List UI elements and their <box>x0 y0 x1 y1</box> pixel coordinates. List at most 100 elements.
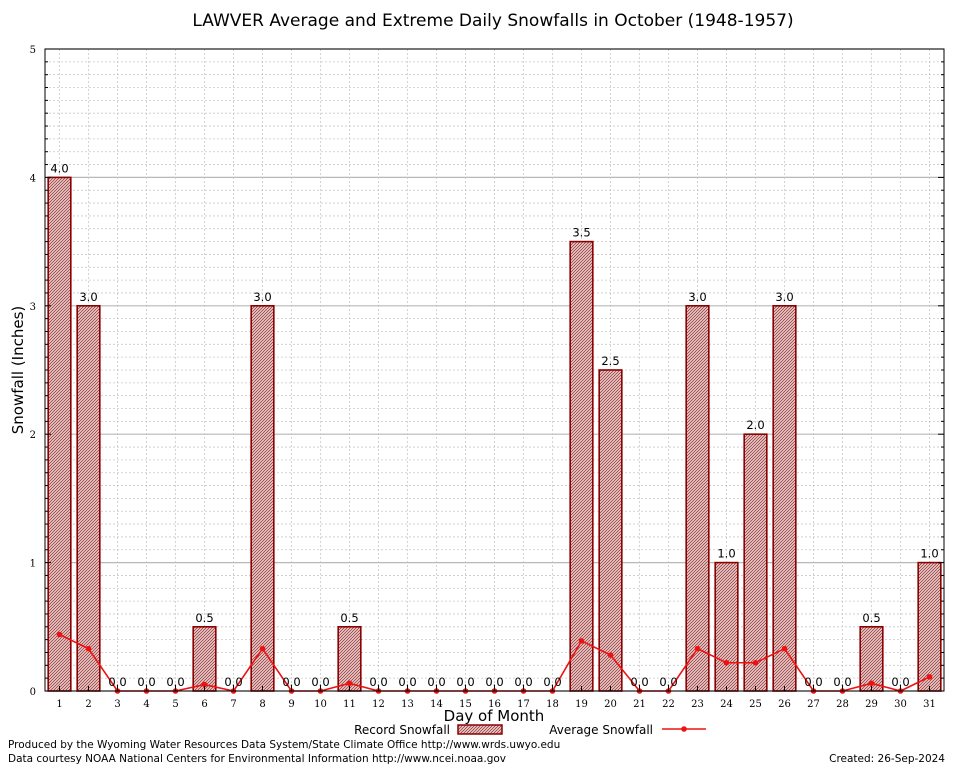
y-tick-label: 5 <box>30 45 36 56</box>
record-value-label: 3.0 <box>688 290 706 304</box>
x-tick-label: 30 <box>894 699 907 710</box>
x-tick-label: 25 <box>749 699 762 710</box>
y-axis: 0 1 2 3 4 5 <box>30 45 944 698</box>
average-point <box>752 659 759 666</box>
record-value-label: 0.0 <box>311 675 329 689</box>
average-point <box>346 680 353 687</box>
record-value-label: 0.0 <box>166 675 184 689</box>
average-point <box>56 631 63 638</box>
record-value-label: 0.0 <box>891 675 909 689</box>
y-tick-label: 0 <box>30 687 36 698</box>
x-axis-title: Day of Month <box>444 707 545 725</box>
record-value-label: 0.0 <box>514 675 532 689</box>
record-bar <box>47 176 72 692</box>
legend: Record Snowfall Average Snowfall <box>354 723 706 737</box>
y-tick-label: 3 <box>30 302 36 313</box>
x-tick-label: 2 <box>85 699 91 710</box>
y-axis-title: Snowfall (Inches) <box>9 306 27 434</box>
x-tick-label: 28 <box>836 699 849 710</box>
x-tick-label: 19 <box>575 699 588 710</box>
record-value-label: 0.5 <box>195 611 213 625</box>
average-point <box>694 645 701 652</box>
x-tick-label: 12 <box>372 699 385 710</box>
x-tick-label: 7 <box>230 699 236 710</box>
x-tick-label: 27 <box>807 699 820 710</box>
average-point <box>85 645 92 652</box>
bars <box>47 176 942 692</box>
average-point <box>781 645 788 652</box>
y-tick-label: 4 <box>30 173 36 184</box>
record-bar <box>76 304 101 692</box>
y-tick-label: 2 <box>30 430 36 441</box>
record-value-label: 0.0 <box>224 675 242 689</box>
x-tick-label: 9 <box>288 699 294 710</box>
x-tick-label: 13 <box>401 699 414 710</box>
average-point <box>259 645 266 652</box>
record-value-label: 3.0 <box>79 290 97 304</box>
legend-average-label: Average Snowfall <box>549 723 653 737</box>
x-tick-label: 23 <box>691 699 704 710</box>
chart-title: LAWVER Average and Extreme Daily Snowfal… <box>192 11 793 31</box>
legend-average-marker <box>681 726 687 732</box>
x-tick-label: 16 <box>488 699 501 710</box>
record-value-label: 0.0 <box>833 675 851 689</box>
x-tick-label: 22 <box>662 699 675 710</box>
data-labels: 4.0 3.0 0.0 0.0 0.0 0.5 0.0 3.0 0.0 0.0 0.5 0.0 0.0 0… <box>50 161 938 689</box>
record-value-label: 4.0 <box>50 161 68 175</box>
record-value-label: 0.0 <box>456 675 474 689</box>
created-date: Created: 26-Sep-2024 <box>829 753 945 765</box>
record-value-label: 0.5 <box>862 611 880 625</box>
record-value-label: 0.0 <box>369 675 387 689</box>
x-tick-label: 8 <box>259 699 265 710</box>
record-value-label: 0.0 <box>137 675 155 689</box>
x-tick-label: 21 <box>633 699 646 710</box>
record-bar <box>685 304 710 692</box>
record-value-label: 0.0 <box>659 675 677 689</box>
x-tick-label: 17 <box>517 699 530 710</box>
x-tick-label: 20 <box>604 699 617 710</box>
average-point <box>607 652 614 658</box>
average-point <box>868 680 875 687</box>
y-tick-label: 1 <box>30 559 36 570</box>
record-value-label: 0.0 <box>108 675 126 689</box>
record-value-label: 3.0 <box>253 290 271 304</box>
x-tick-label: 6 <box>201 699 207 710</box>
record-bar <box>598 369 623 692</box>
record-value-label: 0.0 <box>398 675 416 689</box>
x-tick-label: 24 <box>720 699 733 710</box>
record-value-label: 2.0 <box>746 418 764 432</box>
legend-record-label: Record Snowfall <box>354 723 450 737</box>
average-point <box>723 659 730 666</box>
record-bar <box>192 625 217 692</box>
record-value-label: 0.5 <box>340 611 358 625</box>
record-value-label: 3.0 <box>775 290 793 304</box>
average-point <box>926 674 933 680</box>
x-tick-label: 10 <box>314 699 327 710</box>
x-tick-label: 1 <box>56 699 62 710</box>
record-value-label: 0.0 <box>282 675 300 689</box>
record-bar <box>917 561 942 692</box>
x-tick-label: 31 <box>923 699 936 710</box>
record-bar <box>772 304 797 692</box>
average-point <box>578 638 585 644</box>
record-value-label: 0.0 <box>543 675 561 689</box>
record-value-label: 1.0 <box>717 547 735 561</box>
x-tick-label: 15 <box>459 699 472 710</box>
record-bar <box>714 561 739 692</box>
record-value-label: 2.5 <box>601 354 619 368</box>
record-value-label: 0.0 <box>485 675 503 689</box>
x-tick-label: 3 <box>114 699 120 710</box>
x-tick-label: 18 <box>546 699 559 710</box>
credit-produced-by: Produced by the Wyoming Water Resources … <box>8 739 560 751</box>
record-bar <box>250 304 275 692</box>
x-tick-label: 14 <box>430 699 443 710</box>
record-value-label: 0.0 <box>804 675 822 689</box>
credit-data-courtesy: Data courtesy NOAA National Centers for … <box>8 753 506 765</box>
record-value-label: 0.0 <box>427 675 445 689</box>
x-tick-label: 11 <box>343 699 356 710</box>
legend-record-swatch <box>457 724 503 735</box>
x-tick-label: 4 <box>143 699 149 710</box>
record-bar <box>569 240 594 692</box>
x-tick-label: 26 <box>778 699 791 710</box>
